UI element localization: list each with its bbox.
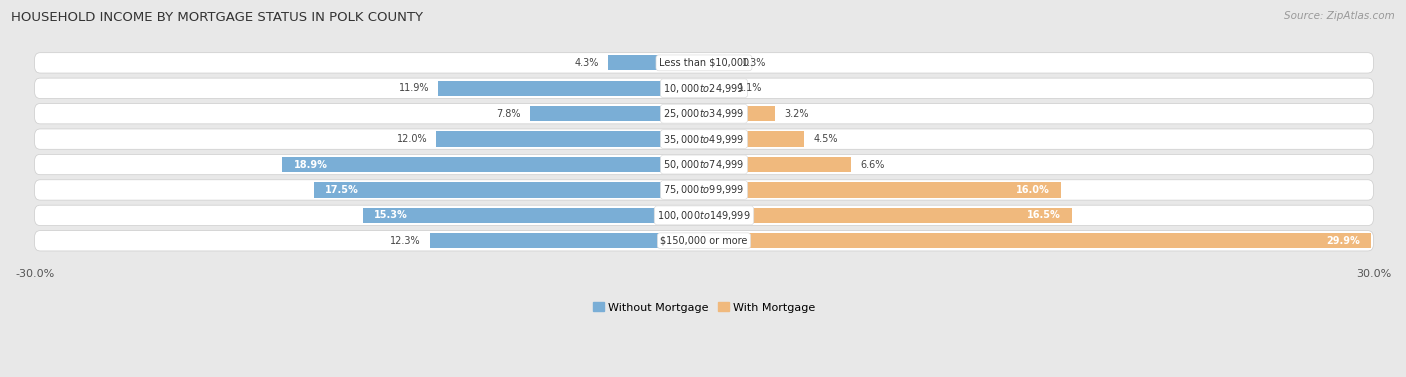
Text: 16.0%: 16.0% [1017, 185, 1050, 195]
Text: HOUSEHOLD INCOME BY MORTGAGE STATUS IN POLK COUNTY: HOUSEHOLD INCOME BY MORTGAGE STATUS IN P… [11, 11, 423, 24]
Bar [363, 208, 704, 223]
Bar [704, 132, 804, 147]
FancyBboxPatch shape [35, 53, 1374, 73]
FancyBboxPatch shape [35, 154, 1374, 175]
Legend: Without Mortgage, With Mortgage: Without Mortgage, With Mortgage [588, 298, 820, 317]
Text: Less than $10,000: Less than $10,000 [659, 58, 749, 68]
Text: $35,000 to $49,999: $35,000 to $49,999 [664, 133, 745, 146]
Bar [704, 81, 728, 96]
Bar [439, 81, 704, 96]
FancyBboxPatch shape [35, 104, 1374, 124]
Bar [530, 106, 704, 121]
Text: 6.6%: 6.6% [860, 159, 884, 170]
Bar [430, 233, 704, 248]
Text: $100,000 to $149,999: $100,000 to $149,999 [657, 209, 751, 222]
Bar [436, 132, 704, 147]
Bar [704, 55, 733, 70]
Text: 15.3%: 15.3% [374, 210, 408, 221]
Text: 12.3%: 12.3% [389, 236, 420, 246]
Text: 3.2%: 3.2% [785, 109, 808, 119]
FancyBboxPatch shape [35, 180, 1374, 200]
Text: 4.5%: 4.5% [813, 134, 838, 144]
Text: $25,000 to $34,999: $25,000 to $34,999 [664, 107, 745, 120]
Text: 16.5%: 16.5% [1028, 210, 1062, 221]
Bar [283, 157, 704, 172]
Text: $50,000 to $74,999: $50,000 to $74,999 [664, 158, 745, 171]
Bar [607, 55, 704, 70]
Bar [704, 182, 1062, 198]
Text: 4.3%: 4.3% [575, 58, 599, 68]
Bar [704, 208, 1073, 223]
Bar [704, 233, 1371, 248]
Text: 1.1%: 1.1% [738, 83, 762, 93]
Bar [314, 182, 704, 198]
Text: 7.8%: 7.8% [496, 109, 522, 119]
Bar [704, 157, 851, 172]
Text: $75,000 to $99,999: $75,000 to $99,999 [664, 184, 745, 196]
Text: 1.3%: 1.3% [742, 58, 766, 68]
Bar [704, 106, 775, 121]
FancyBboxPatch shape [35, 129, 1374, 149]
Text: 18.9%: 18.9% [294, 159, 328, 170]
FancyBboxPatch shape [35, 78, 1374, 98]
FancyBboxPatch shape [35, 205, 1374, 225]
FancyBboxPatch shape [35, 231, 1374, 251]
Text: 11.9%: 11.9% [399, 83, 430, 93]
Text: $10,000 to $24,999: $10,000 to $24,999 [664, 82, 745, 95]
Text: 12.0%: 12.0% [396, 134, 427, 144]
Text: Source: ZipAtlas.com: Source: ZipAtlas.com [1284, 11, 1395, 21]
Text: 17.5%: 17.5% [325, 185, 359, 195]
Text: $150,000 or more: $150,000 or more [661, 236, 748, 246]
Text: 29.9%: 29.9% [1326, 236, 1360, 246]
